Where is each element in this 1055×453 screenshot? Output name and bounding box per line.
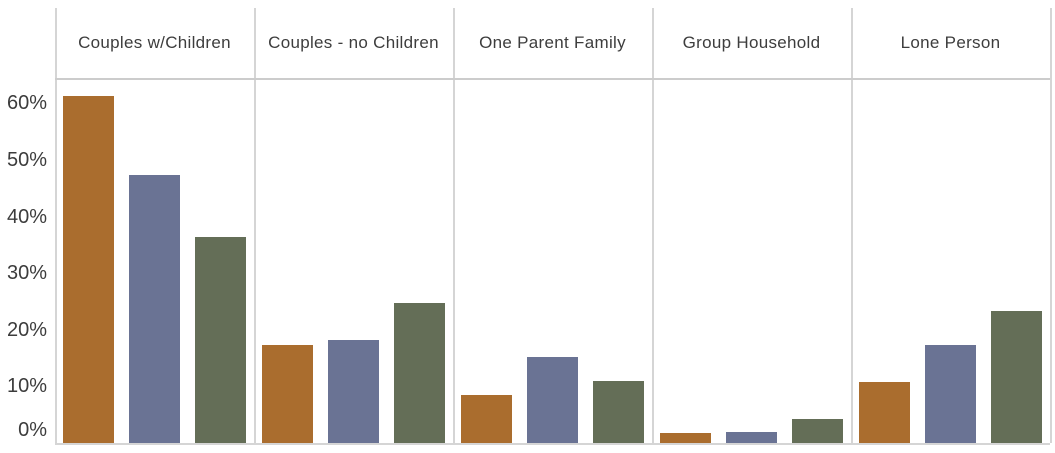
bar-series-1-orange [461, 394, 512, 443]
bar-group [851, 78, 1050, 443]
category-header: Couples - no Children [268, 33, 439, 52]
bar-series-2-blue [726, 431, 777, 443]
bar-series-1-orange [859, 381, 910, 443]
bar-series-2-blue [925, 345, 976, 443]
bar-series-1-orange [63, 96, 114, 443]
y-axis-tick-label: 50% [6, 149, 47, 172]
bar-series-3-green [195, 237, 246, 443]
bar-series-2-blue [129, 175, 180, 443]
category-separator-line [851, 8, 853, 443]
bar-series-3-green [593, 380, 644, 443]
category-separator-line [1050, 8, 1052, 443]
bar-group [652, 78, 851, 443]
category-separator-line [254, 8, 256, 443]
bar-series-2-blue [527, 357, 578, 443]
category-separator-line [55, 8, 57, 443]
bar-group [254, 78, 453, 443]
bar-series-3-green [792, 419, 843, 443]
bar-series-2-blue [328, 340, 379, 443]
bar-series-3-green [394, 303, 445, 443]
category-header: Lone Person [900, 33, 1001, 52]
bar-series-1-orange [660, 433, 711, 443]
y-axis-tick-label: 40% [6, 205, 47, 228]
header-underline [55, 78, 1050, 80]
category-header: Couples w/Children [78, 33, 231, 52]
category-header: Group Household [682, 33, 821, 52]
bar-series-1-orange [262, 345, 313, 443]
category-header: One Parent Family [479, 33, 626, 52]
y-axis-tick-label: 60% [6, 92, 47, 115]
bar-group [453, 78, 652, 443]
y-axis-tick-label: 10% [6, 375, 47, 398]
bar-series-3-green [991, 310, 1042, 443]
x-axis-baseline [55, 443, 1050, 445]
y-axis-tick-label: 20% [6, 318, 47, 341]
y-axis-tick-label: 30% [6, 262, 47, 285]
bar-group [55, 78, 254, 443]
category-separator-line [652, 8, 654, 443]
category-separator-line [453, 8, 455, 443]
y-axis-tick-label: 0% [18, 419, 47, 441]
